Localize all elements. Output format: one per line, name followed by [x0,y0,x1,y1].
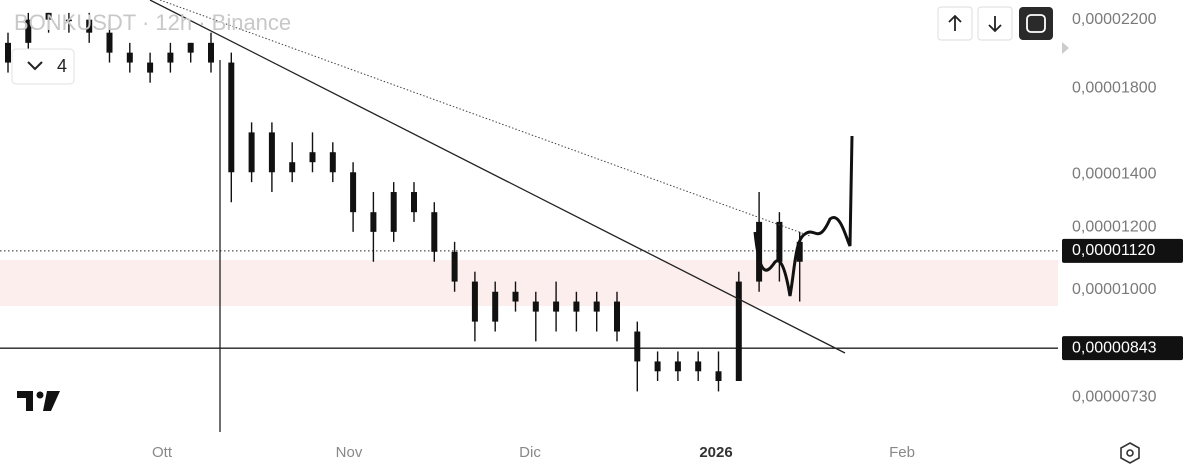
candle-body [228,62,235,173]
y-tick-label: 0,00000730 [1072,389,1157,406]
candle-body [451,251,458,282]
candle-body [147,62,154,73]
chevron-icon [27,61,43,71]
candle-body [674,361,681,372]
price-marker-box [1062,336,1183,361]
candle-body [532,301,539,312]
y-tick-label: 0,00001000 [1072,281,1157,298]
candle-body [390,192,397,232]
tradingview-logo [17,391,60,411]
plot [0,12,1058,392]
candle-body [776,221,783,262]
candle-body [654,361,661,372]
candle-body [248,132,255,173]
candle-body [471,281,478,322]
y-tick-label: 0,00001400 [1072,166,1157,183]
candle-body [187,42,194,53]
y-tick-label: 0,00001800 [1072,80,1157,97]
candle-body [350,172,357,213]
candle-body [715,371,722,381]
settings-icon[interactable] [1120,442,1140,464]
candle-body [309,152,316,163]
x-axis-label: 2026 [699,444,732,461]
button-box[interactable] [1019,7,1053,40]
candle-body [45,12,52,20]
candle-body [5,42,11,63]
arrow-down-icon [988,16,1002,33]
candle-body [553,301,560,312]
scroll-down-button[interactable] [977,6,1013,41]
scroll-up-button[interactable] [937,6,973,41]
x-axis-label: Dic [519,444,541,461]
x-axis-label: Feb [889,444,915,461]
candle-body [268,132,275,173]
x-axis-label: Ott [152,444,173,461]
price-marker-box [1062,238,1183,263]
zone [0,260,1058,306]
symbol-title: BONKUSDT · 12h · Binance [14,10,291,35]
candle-body [573,301,580,312]
candle-body [25,19,32,43]
candle-body [411,192,417,213]
candle-body [86,19,93,33]
candle-body [370,212,377,232]
candle-body [65,19,72,22]
logo-v [43,391,60,411]
settings-icon-center [1126,449,1134,457]
candle-body [512,291,519,302]
candle-body [167,52,174,63]
fullscreen-button[interactable] [1019,7,1053,40]
candle-body [634,331,641,362]
candle-body [431,212,438,252]
indicator-count: 4 [57,56,67,76]
x-axis-label: Nov [336,444,363,461]
candle-body [614,301,620,332]
logo-dot [36,391,44,399]
arrow-up-icon [948,14,962,31]
candle-body [289,162,296,173]
candle-body [106,32,113,53]
toggle-box[interactable] [11,48,75,85]
candle-body [208,42,214,63]
projection-drawing [753,135,854,297]
indicator-toggle[interactable]: 4 [11,48,75,85]
candle-body [593,301,600,312]
scale-arrow [1062,42,1069,54]
price-marker-label: 0,00000843 [1072,339,1157,356]
candle-body [735,281,742,381]
candle-body [126,52,133,63]
price-marker-label: 0,00001120 [1072,242,1155,259]
y-tick-label: 0,00002200 [1072,11,1157,28]
logo-t [17,391,33,411]
trend-line [149,0,846,354]
candle-body [329,152,336,173]
fullscreen-icon [1026,14,1046,33]
y-tick-label: 0,00001200 [1072,218,1157,235]
candle-body [796,241,803,262]
settings-button[interactable] [1120,442,1140,464]
candle-body [492,291,499,322]
candle-body [695,361,702,372]
